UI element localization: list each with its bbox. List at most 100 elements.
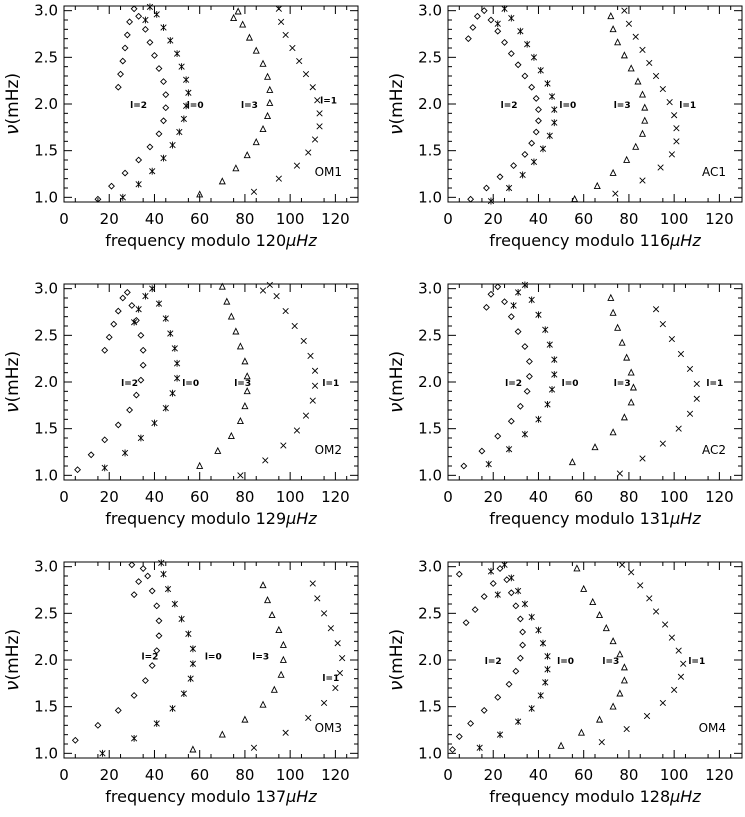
data-point-diamond [471, 606, 479, 614]
chart-panel-om3: 0 20 40 60 80 100 120 1.0 1.5 2.0 2.5 3.0 frequency … [1, 558, 359, 806]
data-point-asterisk [476, 744, 483, 752]
data-point-asterisk [505, 184, 513, 192]
data-point-cross [646, 595, 653, 602]
data-point-cross [259, 287, 267, 294]
data-point-cross [598, 739, 605, 746]
data-point-triangle [245, 33, 253, 41]
data-point-triangle [557, 741, 565, 749]
plot-frame [447, 5, 743, 203]
data-point-triangle [614, 38, 622, 46]
data-point-triangle [264, 596, 272, 604]
data-point-cross [628, 569, 635, 576]
data-point-asterisk [542, 679, 549, 686]
series-cross [250, 5, 323, 195]
series-label: l=0 [557, 657, 574, 667]
x-axis-label-prefix: frequency modulo [105, 787, 255, 806]
data-point-diamond [455, 570, 463, 578]
data-point-triangle [241, 715, 249, 723]
series-label: l=3 [234, 379, 251, 389]
series-cross [598, 561, 687, 746]
data-point-diamond [153, 647, 161, 655]
data-point-cross [320, 699, 328, 707]
data-point-triangle [568, 458, 576, 466]
x-tick-label: 20 [484, 488, 503, 506]
x-axis-label-unit: μHz [669, 231, 701, 250]
data-point-triangle [609, 637, 617, 645]
data-point-asterisk [135, 180, 142, 188]
data-point-triangle [627, 398, 635, 406]
data-point-diamond [514, 328, 522, 336]
y-axis-label: ν(mHz) [385, 351, 407, 413]
data-point-triangle [259, 59, 267, 67]
data-point-triangle [577, 728, 585, 736]
data-point-asterisk [160, 570, 167, 578]
data-point-asterisk [501, 561, 508, 569]
data-point-diamond [117, 70, 124, 78]
data-point-cross [639, 177, 646, 184]
data-point-cross [652, 72, 660, 80]
data-point-triangle [602, 624, 610, 632]
x-tick-label: 20 [100, 210, 119, 228]
series-diamond [74, 288, 147, 474]
data-point-triangle [595, 715, 604, 723]
data-point-asterisk [178, 63, 185, 71]
x-axis-label-prefix: frequency modulo [105, 231, 255, 250]
y-tick-label: 2.0 [418, 373, 442, 391]
chart-panel-ac2: 0 20 40 60 80 100 120 1.0 1.5 2.0 2.5 3.0 frequency … [385, 280, 743, 528]
y-tick-label: 1.0 [34, 188, 58, 206]
data-point-triangle [236, 416, 244, 425]
data-point-diamond [489, 580, 497, 587]
data-point-asterisk [544, 401, 551, 408]
data-point-cross [661, 621, 669, 628]
data-point-cross [320, 610, 328, 617]
series-label: l=2 [130, 101, 147, 111]
data-point-cross [275, 5, 282, 12]
data-point-cross [677, 350, 685, 358]
data-point-diamond [521, 72, 529, 80]
y-axis-label-unit: (mHz) [387, 351, 407, 403]
data-point-diamond [162, 104, 170, 112]
data-point-asterisk [121, 449, 129, 457]
data-point-asterisk [162, 315, 169, 322]
y-tick-label: 1.5 [34, 698, 58, 716]
data-point-diamond [532, 128, 540, 136]
data-point-diamond [74, 466, 82, 474]
panel-label: OM1 [315, 165, 342, 179]
data-point-asterisk [162, 404, 169, 412]
data-point-cross [314, 595, 321, 602]
data-point-triangle [275, 625, 283, 633]
x-axis-label-modulo: 131 [640, 509, 671, 528]
data-point-diamond [521, 343, 529, 350]
data-point-cross [336, 669, 344, 677]
data-point-asterisk [485, 460, 492, 468]
data-point-cross [639, 455, 646, 462]
data-point-diamond [153, 602, 161, 610]
data-point-triangle [641, 116, 649, 124]
data-point-asterisk [149, 167, 156, 175]
data-point-diamond [121, 44, 129, 52]
panel-label: OM4 [699, 721, 726, 735]
x-tick-label: 0 [443, 210, 453, 228]
data-point-triangle [609, 702, 617, 710]
data-point-diamond [494, 27, 502, 35]
data-point-asterisk [153, 720, 160, 727]
data-point-diamond [494, 283, 502, 291]
x-axis-label-unit: μHz [285, 787, 317, 806]
data-point-triangle [623, 155, 631, 163]
data-point-diamond [512, 602, 520, 610]
data-point-diamond [519, 628, 527, 636]
x-axis-label-modulo: 120 [256, 231, 287, 250]
plot-frame [447, 283, 743, 481]
data-point-diamond [114, 307, 122, 315]
data-point-triangle [616, 689, 624, 697]
series-label: l=1 [322, 379, 339, 389]
data-point-diamond [480, 593, 488, 600]
data-point-diamond [507, 313, 515, 321]
data-point-cross [309, 84, 316, 91]
data-point-asterisk [535, 311, 542, 319]
series-triangle [571, 12, 649, 203]
data-point-asterisk [189, 660, 197, 668]
data-point-asterisk [487, 197, 495, 205]
x-tick-label: 40 [529, 210, 548, 228]
